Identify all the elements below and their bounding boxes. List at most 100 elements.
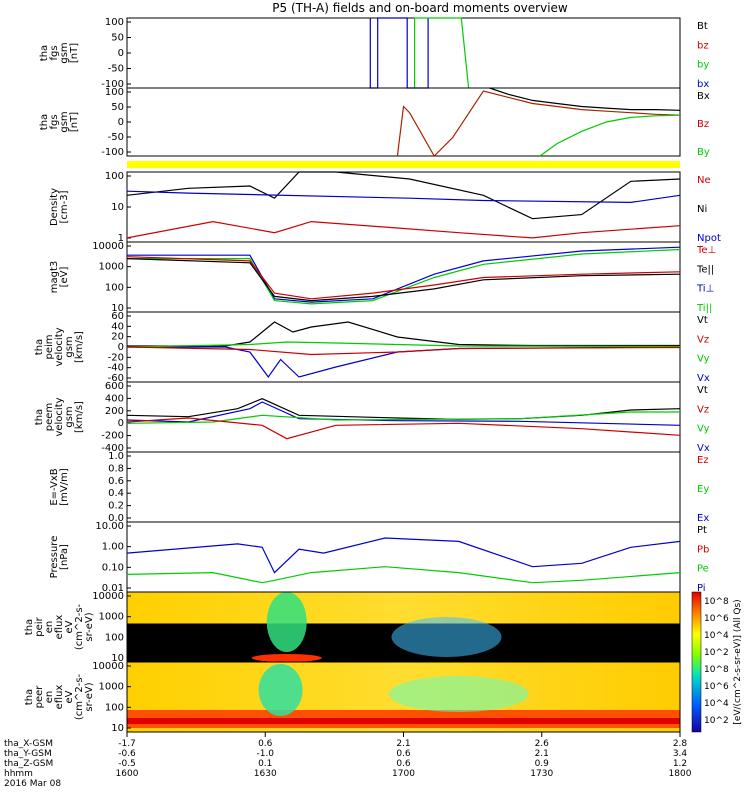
colorbar-tick: 10^8: [704, 597, 729, 607]
y-axis-label: (cm^2-s-: [74, 673, 85, 720]
y-tick-label: 1000: [99, 682, 124, 693]
y-axis-label: [cm-3]: [59, 190, 70, 223]
y-axis-label: fgs: [49, 114, 60, 129]
legend-entry: Ni: [697, 204, 707, 215]
panel-frame: [126, 17, 681, 89]
series-Vy: [126, 411, 680, 424]
x-tick-label: 0.9: [535, 759, 550, 769]
panel-density: 100 10 1 Density [cm-3] Ne Ni Npot: [49, 171, 721, 244]
legend-entry: Ey: [697, 484, 709, 495]
legend-entry: bz: [697, 40, 709, 51]
y-axis-label: peir: [34, 616, 45, 636]
y-axis-label: tha: [24, 689, 35, 705]
colorbar-gradient: [691, 591, 702, 733]
x-tick-label: -1.7: [118, 739, 136, 749]
panel-frame: [126, 241, 681, 313]
y-axis-label: eflux: [54, 615, 65, 640]
y-axis-label: eV: [64, 690, 75, 703]
y-tick-label: 100: [105, 702, 124, 713]
footer-row-label: tha_X-GSM: [4, 739, 53, 749]
y-tick-label: 10000: [92, 661, 124, 672]
series-Vt: [126, 398, 681, 420]
y-tick-label: 0.8: [108, 463, 124, 474]
y-axis-label: peem: [44, 403, 55, 431]
y-axis-label: en: [44, 621, 55, 634]
plot-title: P5 (TH-A) fields and on-board moments ov…: [272, 1, 568, 15]
y-axis-label: E=-VxB: [49, 468, 60, 505]
y-axis-label: en: [44, 691, 55, 704]
legend-entry: By: [697, 147, 710, 158]
legend-entry: Vy: [697, 424, 710, 435]
spectrogram-feature: [388, 676, 529, 712]
legend-entry: Ez: [697, 455, 709, 466]
legend-entry: Pe: [697, 564, 709, 575]
legend-entry: Pt: [697, 525, 707, 536]
y-tick-label: 0: [118, 117, 124, 128]
legend-entry: Ex: [697, 513, 709, 524]
x-tick-label: 2.8: [673, 739, 688, 749]
y-axis-label: Pressure: [49, 536, 60, 579]
y-tick-label: 0.4: [108, 488, 124, 499]
y-tick-label: 100: [105, 17, 124, 28]
y-tick-label: 10.00: [95, 521, 124, 532]
y-tick-label: 10: [111, 653, 124, 664]
legend-entry: Ne: [697, 175, 711, 186]
colorbar-tick: 10^8: [704, 665, 729, 675]
x-tick-label: 0.6: [396, 759, 411, 769]
y-tick-label: 1000: [99, 612, 124, 623]
series-Vz: [126, 346, 681, 356]
x-tick-label: 1630: [254, 769, 277, 779]
x-tick-label: -1.0: [256, 749, 274, 759]
y-axis-label: gsm: [59, 42, 70, 63]
panel-temps: 10000 1000 100 10 magt3 [eV] Te⊥ Te|| Ti⊥ Ti||: [49, 241, 716, 314]
series-By: [539, 114, 681, 157]
x-tick-label: 0.6: [396, 749, 411, 759]
panel-fgs-full: 100 50 0 -50 -100 tha fgs gsm [nT] Bt bz by bx: [39, 17, 709, 90]
y-tick-label: -20: [108, 352, 124, 363]
spectrogram-low-energy-band: [127, 718, 680, 724]
y-axis-label: velocity: [54, 397, 65, 436]
panel-frame: [126, 521, 681, 593]
legend-entry: Bz: [697, 119, 709, 130]
y-axis-label: [nPa]: [59, 544, 70, 570]
y-axis-label: tha: [34, 339, 45, 355]
y-axis-label: peim: [44, 334, 55, 359]
x-tick-label: 2.6: [535, 739, 550, 749]
series-Vx: [126, 401, 681, 426]
series-Pe: [126, 566, 681, 584]
x-tick-label: 1.2: [673, 759, 687, 769]
colorbar-tick: 10^2: [704, 648, 729, 658]
legend-entry: Vx: [697, 373, 710, 384]
y-tick-label: 0.0: [108, 513, 124, 524]
legend-entry: Vz: [697, 334, 709, 345]
y-tick-label: -60: [108, 373, 124, 384]
x-tick-label: 1600: [116, 769, 139, 779]
y-tick-label: 10000: [92, 241, 124, 252]
colorbar-tick: 10^6: [704, 614, 729, 624]
y-axis-label: [nT]: [69, 43, 80, 63]
y-axis-label: (cm^2-s-: [74, 603, 85, 650]
y-axis-label: sr-eV): [84, 612, 95, 641]
y-tick-label: -50: [108, 132, 124, 143]
y-tick-label: 1000: [99, 262, 124, 273]
y-tick-label: -40: [108, 363, 124, 374]
y-axis-label: tha: [34, 409, 45, 425]
y-tick-label: 10: [111, 202, 124, 213]
legend-entry: Te⊥: [696, 245, 716, 256]
y-tick-label: 1.0: [108, 451, 124, 462]
y-axis-label: tha: [39, 114, 50, 130]
y-axis-label: [nT]: [69, 112, 80, 132]
series-Bz: [396, 90, 681, 157]
y-axis-label: [eV]: [59, 267, 70, 288]
series-Ti||: [127, 248, 681, 305]
y-tick-label: 1: [118, 233, 124, 244]
y-axis-label: peer: [34, 685, 45, 709]
series-Te⊥: [126, 256, 681, 300]
series-Vz: [126, 417, 681, 440]
legend-entry: Vx: [697, 443, 710, 454]
x-tick-label: 1730: [530, 769, 553, 779]
